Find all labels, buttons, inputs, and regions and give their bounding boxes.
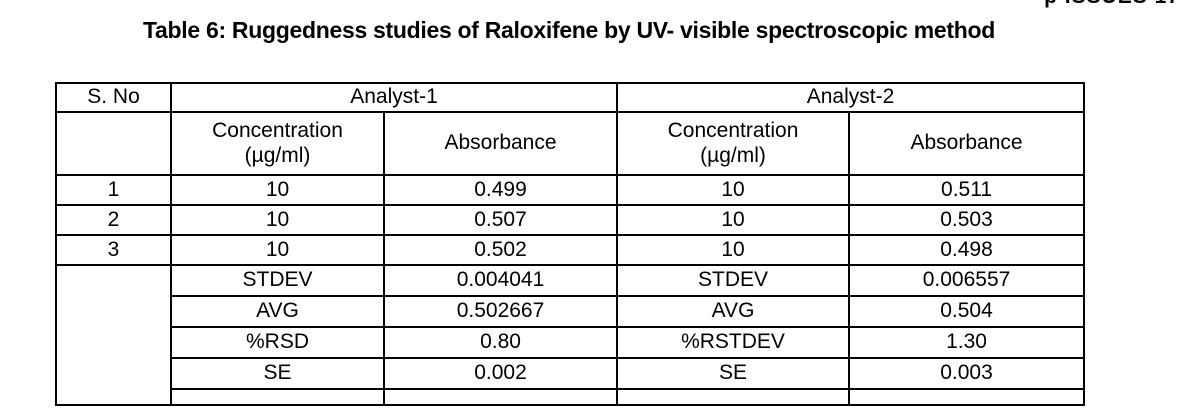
col-header-sno: S. No — [55, 82, 172, 113]
col-header-absorbance-2: Absorbance — [848, 111, 1086, 176]
cell-empty — [848, 388, 1086, 406]
concentration-label-line1: Concentration — [212, 119, 343, 143]
cell-sno: 3 — [55, 234, 172, 266]
stat-value-2: 0.504 — [848, 295, 1086, 328]
concentration-label-line1: Concentration — [667, 119, 799, 143]
col-header-analyst1: Analyst-1 — [169, 82, 619, 113]
col-header-absorbance-1: Absorbance — [382, 111, 619, 176]
cell-absorbance-1: 0.502 — [382, 234, 619, 266]
stat-value-1: 0.004041 — [382, 264, 619, 297]
stat-label-2: %RSTDEV — [616, 326, 851, 359]
cell-absorbance-1: 0.507 — [382, 204, 619, 236]
cell-concentration-2: 10 — [616, 204, 851, 236]
stat-label-1: %RSD — [170, 326, 385, 359]
cell-absorbance-2: 0.503 — [848, 204, 1086, 236]
stat-value-2: 1.30 — [848, 326, 1086, 359]
stat-value-2: 0.003 — [848, 357, 1086, 390]
stats-row-stdev: STDEV 0.004041 STDEV 0.006557 — [55, 264, 1086, 406]
page-header-fragment-text: p ISSUES 17 — [1030, 0, 1180, 9]
table-row: 2 10 0.507 10 0.503 — [55, 204, 1086, 236]
table-row: 3 10 0.502 10 0.498 — [55, 234, 1086, 266]
cell-concentration-2: 10 — [616, 174, 851, 206]
table-row-cut-off — [56, 388, 1086, 406]
cell-sno: 1 — [55, 174, 172, 206]
cell-concentration-2: 10 — [616, 234, 851, 266]
stats-row-rsd: %RSD 0.80 %RSTDEV 1.30 — [56, 326, 1086, 359]
table-caption: Table 6: Ruggedness studies of Raloxifen… — [143, 17, 995, 43]
ruggedness-table: S. No Analyst-1 Analyst-2 Concentration … — [55, 82, 1086, 406]
cell-absorbance-1: 0.499 — [382, 174, 619, 206]
stat-value-2: 0.006557 — [848, 264, 1086, 297]
stat-value-1: 0.502667 — [382, 295, 619, 328]
cell-concentration-1: 10 — [170, 234, 385, 266]
stats-row-se: SE 0.002 SE 0.003 — [56, 357, 1086, 390]
col-header-concentration-1: Concentration (µg/ml) — [170, 111, 385, 176]
stat-label-1: SE — [170, 357, 385, 390]
cell-concentration-1: 10 — [170, 204, 385, 236]
stat-label-1: STDEV — [170, 264, 385, 297]
cell-sno: 2 — [55, 204, 172, 236]
stat-value-1: 0.80 — [382, 326, 619, 359]
col-header-empty — [55, 111, 172, 176]
cell-sno-merged-empty — [55, 264, 172, 406]
concentration-label-line2: (µg/ml) — [244, 143, 311, 167]
cell-empty — [382, 388, 619, 406]
cell-concentration-1: 10 — [170, 174, 385, 206]
stat-label-2: AVG — [616, 295, 851, 328]
col-header-concentration-2: Concentration (µg/ml) — [616, 111, 851, 176]
col-header-analyst2: Analyst-2 — [616, 82, 1086, 113]
stat-label-1: AVG — [170, 295, 385, 328]
page-header-clipped-text: p ISSUES 17 — [1030, 0, 1180, 9]
stat-label-2: STDEV — [616, 264, 851, 297]
cell-absorbance-2: 0.511 — [848, 174, 1086, 206]
cell-empty — [616, 388, 851, 406]
stats-row-avg: AVG 0.502667 AVG 0.504 — [56, 295, 1086, 328]
stat-value-1: 0.002 — [382, 357, 619, 390]
stat-label-2: SE — [616, 357, 851, 390]
cell-absorbance-2: 0.498 — [848, 234, 1086, 266]
concentration-label-line2: (µg/ml) — [700, 143, 766, 167]
table-header-row-2: Concentration (µg/ml) Absorbance Concent… — [55, 111, 1086, 176]
table-row: 1 10 0.499 10 0.511 — [55, 174, 1086, 206]
cell-empty — [170, 388, 385, 406]
table-header-row-1: S. No Analyst-1 Analyst-2 — [55, 82, 1086, 113]
